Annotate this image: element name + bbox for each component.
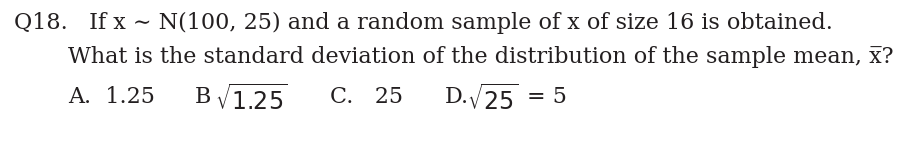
Text: A.  1.25: A. 1.25 <box>68 86 155 108</box>
Text: = 5: = 5 <box>527 86 567 108</box>
Text: C.   25: C. 25 <box>330 86 403 108</box>
Text: Q18.   If x ∼ N(100, 25) and a random sample of x of size 16 is obtained.: Q18. If x ∼ N(100, 25) and a random samp… <box>14 12 832 34</box>
Text: $\sqrt{1.25}$: $\sqrt{1.25}$ <box>215 84 288 114</box>
Text: What is the standard deviation of the distribution of the sample mean, x̅?: What is the standard deviation of the di… <box>68 46 894 68</box>
Text: D.: D. <box>445 86 469 108</box>
Text: B: B <box>195 86 211 108</box>
Text: $\sqrt{25}$: $\sqrt{25}$ <box>467 84 519 114</box>
